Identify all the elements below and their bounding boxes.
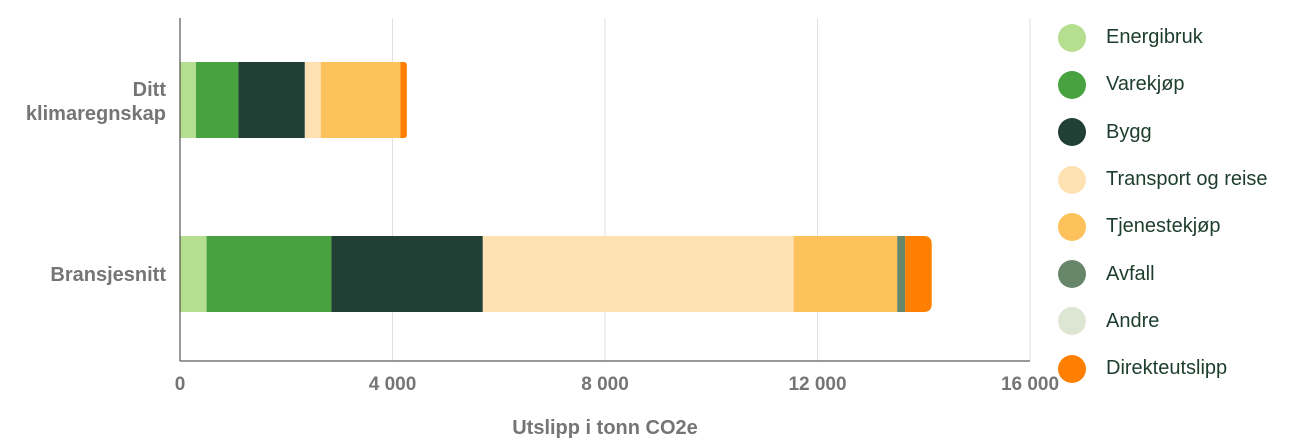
bar-segment <box>905 236 932 312</box>
legend-swatch <box>1058 260 1086 289</box>
legend-item: Transport og reise <box>1058 156 1303 203</box>
bar-segment <box>180 62 196 138</box>
x-tick-label: 0 <box>175 374 186 395</box>
x-tick-label: 8 000 <box>581 374 629 395</box>
bar-segment <box>238 62 305 138</box>
bar-segment <box>195 62 239 138</box>
bar-segment <box>304 62 321 138</box>
y-category-label: Bransjesnitt <box>50 264 166 286</box>
legend-label: Energibruk <box>1106 26 1203 49</box>
legend-swatch <box>1058 70 1086 99</box>
x-axis-title: Utslipp i tonn CO2e <box>512 417 698 439</box>
legend-item: Energibruk <box>1058 14 1303 61</box>
x-tick-label: 4 000 <box>369 374 417 395</box>
bar-segment <box>482 236 794 312</box>
bar-segment <box>897 236 906 312</box>
legend-item: Andre <box>1058 298 1303 345</box>
legend-item: Tjenestekjøp <box>1058 203 1303 250</box>
legend: Energibruk Varekjøp Bygg Transport og reise… <box>1058 14 1303 392</box>
legend-item: Bygg <box>1058 109 1303 156</box>
legend-swatch <box>1058 212 1086 241</box>
legend-swatch <box>1058 307 1086 336</box>
y-category-label: Ditt klimaregnskap <box>26 79 166 125</box>
x-tick-label: 12 000 <box>788 374 846 395</box>
legend-label: Direkteutslipp <box>1106 357 1228 380</box>
bars <box>180 62 932 312</box>
legend-item: Varekjøp <box>1058 61 1303 108</box>
bar-segment <box>400 62 407 138</box>
legend-swatch <box>1058 165 1086 194</box>
legend-label: Varekjøp <box>1106 73 1185 96</box>
legend-item: Avfall <box>1058 250 1303 297</box>
bar-segment <box>180 236 207 312</box>
bar-segment <box>320 62 401 138</box>
legend-label: Andre <box>1106 309 1160 332</box>
legend-swatch <box>1058 118 1086 147</box>
bar-segment <box>206 236 332 312</box>
legend-swatch <box>1058 354 1086 383</box>
legend-item: Direkteutslipp <box>1058 345 1303 392</box>
legend-label: Bygg <box>1106 120 1152 143</box>
bar-segment <box>793 236 898 312</box>
legend-label: Transport og reise <box>1106 168 1268 191</box>
x-tick-labels: 0 4 000 8 000 12 000 16 000 <box>175 374 1059 395</box>
legend-swatch <box>1058 23 1086 52</box>
bar-segment <box>331 236 483 312</box>
x-tick-label: 16 000 <box>1001 374 1059 395</box>
y-category-labels: Ditt klimaregnskap Bransjesnitt <box>26 79 166 286</box>
legend-label: Tjenestekjøp <box>1106 215 1221 238</box>
legend-label: Avfall <box>1106 262 1155 285</box>
